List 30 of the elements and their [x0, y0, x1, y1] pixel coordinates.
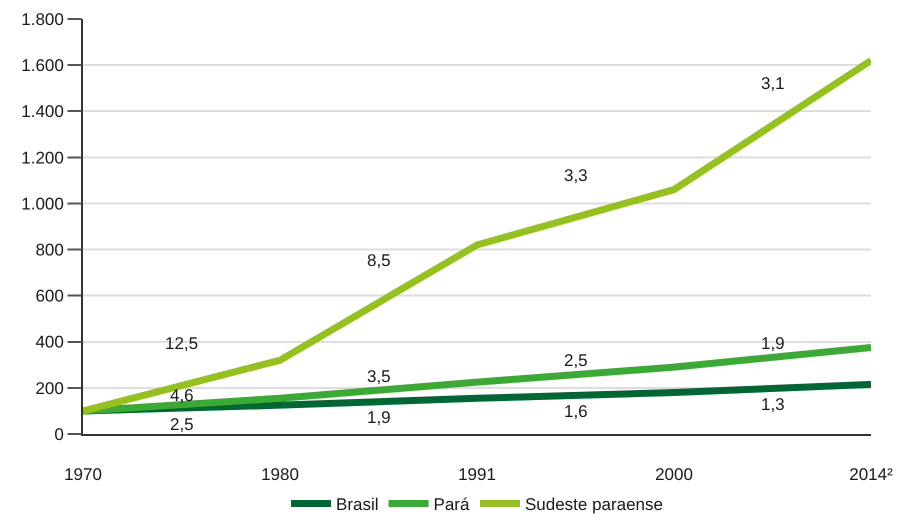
- annotation: 3,5: [367, 367, 391, 386]
- annotation: 2,5: [564, 351, 588, 370]
- y-tick-label: 400: [35, 332, 64, 352]
- legend-label: Pará: [434, 495, 470, 514]
- y-tick-label: 1.200: [21, 148, 64, 168]
- y-tick-label: 800: [35, 240, 64, 260]
- annotation: 8,5: [367, 251, 391, 270]
- annotation: 1,3: [761, 395, 785, 414]
- legend-label: Brasil: [336, 495, 379, 514]
- annotation: 1,9: [761, 334, 785, 353]
- annotation: 1,6: [564, 402, 588, 421]
- y-tick-label: 1.400: [21, 102, 64, 122]
- x-tick-label: 2014²: [849, 465, 894, 484]
- y-tick-label: 1.000: [21, 194, 64, 214]
- x-tick-label: 1991: [458, 465, 496, 484]
- annotation: 2,5: [170, 415, 194, 434]
- x-tick-label: 1970: [64, 465, 102, 484]
- x-tick-label: 2000: [655, 465, 693, 484]
- y-tick-label: 1.800: [21, 10, 64, 29]
- x-tick-label: 1980: [261, 465, 299, 484]
- annotation: 12,5: [165, 334, 198, 353]
- legend-label: Sudeste paraense: [524, 495, 663, 514]
- y-tick-label: 1.600: [21, 56, 64, 76]
- annotation: 1,9: [367, 408, 391, 427]
- annotation: 4,6: [170, 386, 194, 405]
- y-tick-label: 600: [35, 286, 64, 306]
- annotation: 3,3: [564, 166, 588, 185]
- annotation: 3,1: [761, 74, 785, 93]
- y-tick-label: 0: [54, 424, 64, 444]
- y-tick-label: 200: [35, 378, 64, 398]
